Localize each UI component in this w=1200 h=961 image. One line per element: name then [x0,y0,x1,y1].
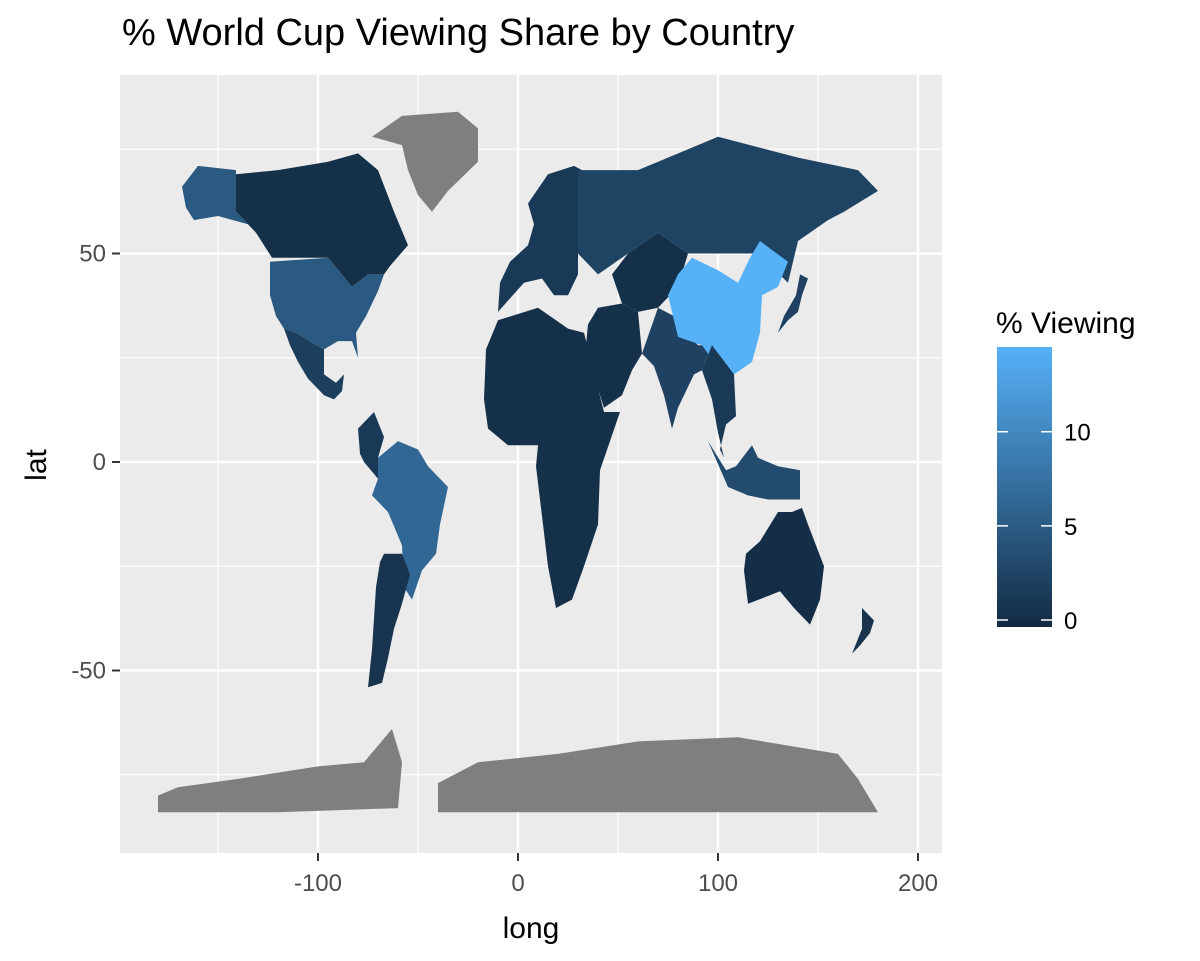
region-alaska-usa [182,165,248,225]
region-southeast-asia [702,345,736,458]
region-colombia [358,412,384,479]
x-tick-label: -100 [294,870,342,897]
legend-title: % Viewing [996,307,1136,340]
region-greenland [372,111,478,212]
legend-tick-label: 10 [1064,420,1091,447]
region-argentina [368,553,410,688]
legend-colorbar [997,347,1052,627]
legend: % Viewing 0 5 10 [996,307,1136,635]
legend-ticks: 0 5 10 [997,420,1091,635]
region-middle-east [586,303,642,408]
y-axis: -50 0 50 [71,241,120,685]
y-tick-label: 50 [79,241,106,268]
region-india [642,307,712,429]
legend-tick-label: 5 [1064,514,1077,541]
y-tick-label: 0 [93,449,106,476]
x-tick-label: 200 [898,870,938,897]
region-central-asia [612,232,688,312]
x-tick-label: 0 [511,870,524,897]
map-regions [158,111,878,813]
x-tick-label: 100 [698,870,738,897]
region-russia [578,136,878,283]
region-canada [236,153,408,287]
region-japan [778,274,808,333]
region-antarctica [438,737,878,813]
region-brazil [372,441,448,600]
chart-title: % World Cup Viewing Share by Country [122,12,795,54]
region-new-zealand [852,608,874,654]
region-china [668,241,788,375]
y-tick-label: -50 [71,658,106,685]
region-mexico [284,328,344,400]
legend-tick-label: 0 [1064,608,1077,635]
region-united-states [270,257,384,358]
x-axis: -100 0 100 200 [294,853,938,897]
x-axis-label: long [503,912,560,945]
region-europe [498,165,582,312]
region-antarctica [158,728,402,813]
y-axis-label: lat [20,448,53,480]
region-australia [744,507,824,625]
region-africa [484,307,620,608]
region-indonesia [708,441,800,500]
